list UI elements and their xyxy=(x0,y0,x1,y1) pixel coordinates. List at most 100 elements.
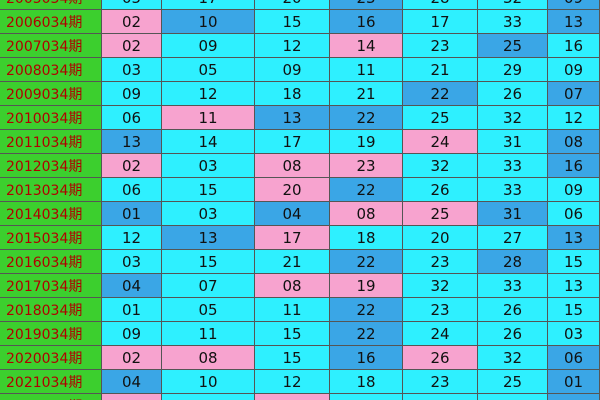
number-cell: 06 xyxy=(102,178,162,202)
number-cell: 29 xyxy=(478,58,548,82)
number-cell: 22 xyxy=(403,82,478,106)
number-cell: 23 xyxy=(403,34,478,58)
number-cell: 02 xyxy=(102,34,162,58)
number-cell: 17 xyxy=(255,226,330,250)
number-cell: 19 xyxy=(330,274,403,298)
number-cell: 14 xyxy=(330,34,403,58)
number-cell: 17 xyxy=(403,10,478,34)
number-cell: 17 xyxy=(162,0,255,10)
number-cell: 33 xyxy=(478,274,548,298)
number-cell: 15 xyxy=(548,250,600,274)
number-cell: 09 xyxy=(255,58,330,82)
number-cell: 25 xyxy=(403,106,478,130)
number-cell: 16 xyxy=(330,10,403,34)
number-cell: 12 xyxy=(102,226,162,250)
number-cell: 25 xyxy=(478,34,548,58)
number-cell: 22 xyxy=(330,178,403,202)
number-cell: 32 xyxy=(403,274,478,298)
number-cell: 33 xyxy=(478,178,548,202)
number-cell: 13 xyxy=(548,274,600,298)
issue-label: 2014034期 xyxy=(0,202,102,226)
number-cell: 32 xyxy=(403,154,478,178)
number-cell: 25 xyxy=(478,370,548,394)
issue-label: 2010034期 xyxy=(0,106,102,130)
number-cell: 16 xyxy=(548,34,600,58)
number-cell: 01 xyxy=(102,202,162,226)
number-cell: 28 xyxy=(478,250,548,274)
number-cell: 23 xyxy=(330,0,403,10)
number-cell: 11 xyxy=(255,298,330,322)
number-cell: 24 xyxy=(403,322,478,346)
number-cell: 13 xyxy=(548,226,600,250)
number-cell: 23 xyxy=(330,154,403,178)
number-cell: 19 xyxy=(330,130,403,154)
issue-label: 2005034期 xyxy=(0,0,102,10)
number-cell: 15 xyxy=(162,250,255,274)
number-cell: 23 xyxy=(403,394,478,400)
number-cell: 13 xyxy=(255,106,330,130)
number-cell: 31 xyxy=(478,202,548,226)
number-cell: 02 xyxy=(102,346,162,370)
number-cell: 05 xyxy=(102,0,162,10)
number-cell: 05 xyxy=(162,298,255,322)
number-cell: 16 xyxy=(548,154,600,178)
number-cell: 01 xyxy=(548,370,600,394)
number-cell: 25 xyxy=(403,202,478,226)
number-cell: 22 xyxy=(330,322,403,346)
number-cell: 06 xyxy=(548,346,600,370)
number-cell: 25 xyxy=(478,394,548,400)
number-cell: 06 xyxy=(102,106,162,130)
number-cell: 26 xyxy=(478,82,548,106)
number-cell: 11 xyxy=(330,58,403,82)
number-cell: 08 xyxy=(162,394,255,400)
issue-label: 2013034期 xyxy=(0,178,102,202)
number-cell: 08 xyxy=(255,274,330,298)
number-cell: 04 xyxy=(102,274,162,298)
number-cell: 24 xyxy=(330,394,403,400)
number-cell: 07 xyxy=(548,82,600,106)
number-cell: 16 xyxy=(330,346,403,370)
number-cell: 31 xyxy=(478,130,548,154)
number-cell: 15 xyxy=(255,10,330,34)
number-cell: 32 xyxy=(478,346,548,370)
issue-label: 2019034期 xyxy=(0,322,102,346)
number-cell: 11 xyxy=(162,322,255,346)
number-cell: 32 xyxy=(478,0,548,10)
number-cell: 12 xyxy=(255,34,330,58)
number-cell: 09 xyxy=(548,58,600,82)
number-cell: 11 xyxy=(102,394,162,400)
issue-label: 2017034期 xyxy=(0,274,102,298)
number-cell: 26 xyxy=(403,346,478,370)
number-cell: 11 xyxy=(162,106,255,130)
number-cell: 15 xyxy=(255,346,330,370)
number-cell: 18 xyxy=(330,226,403,250)
issue-label: 2008034期 xyxy=(0,58,102,82)
number-cell: 27 xyxy=(478,226,548,250)
number-cell: 08 xyxy=(330,202,403,226)
issue-label: 2021034期 xyxy=(0,370,102,394)
number-cell: 02 xyxy=(102,154,162,178)
number-cell: 03 xyxy=(548,322,600,346)
number-cell: 23 xyxy=(403,250,478,274)
number-cell: 04 xyxy=(255,202,330,226)
number-cell: 26 xyxy=(478,298,548,322)
number-cell: 26 xyxy=(478,322,548,346)
number-cell: 22 xyxy=(330,250,403,274)
number-cell: 12 xyxy=(548,106,600,130)
number-cell: 13 xyxy=(102,130,162,154)
number-cell: 01 xyxy=(102,298,162,322)
number-cell: 21 xyxy=(403,58,478,82)
number-cell: 21 xyxy=(255,250,330,274)
number-cell: 04 xyxy=(102,370,162,394)
issue-label: 2018034期 xyxy=(0,298,102,322)
number-cell: 22 xyxy=(330,106,403,130)
number-cell: 08 xyxy=(255,154,330,178)
number-cell: 23 xyxy=(403,298,478,322)
issue-label: 2009034期 xyxy=(0,82,102,106)
number-cell: 23 xyxy=(403,370,478,394)
number-cell: 33 xyxy=(478,154,548,178)
number-cell: 13 xyxy=(548,10,600,34)
number-cell: 07 xyxy=(162,274,255,298)
number-cell: 20 xyxy=(255,178,330,202)
